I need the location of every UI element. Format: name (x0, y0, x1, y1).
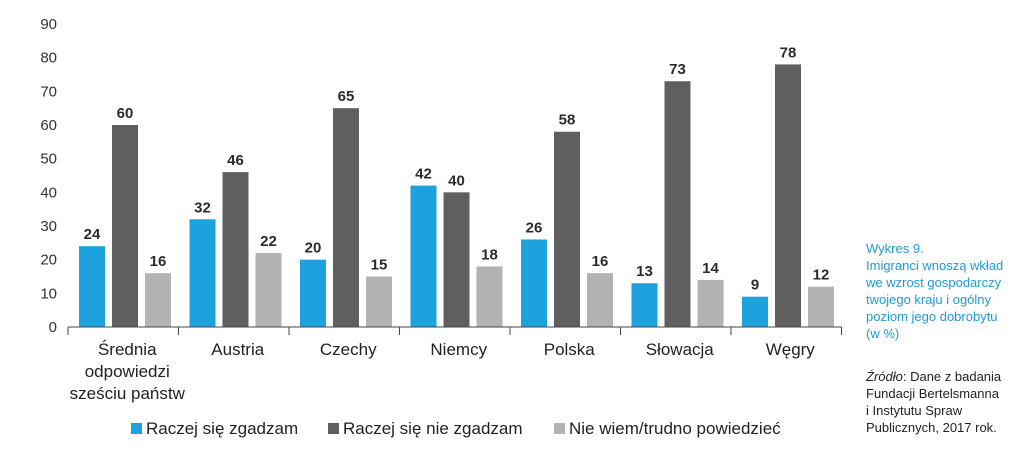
legend-swatch (328, 423, 339, 434)
data-label: 12 (813, 267, 830, 284)
legend-label: Raczej się nie zgadzam (343, 419, 523, 438)
bar (443, 192, 470, 327)
y-tick-label: 40 (40, 184, 57, 201)
source-line: : Dane z badania (902, 369, 1002, 384)
data-label: 15 (371, 257, 388, 274)
x-category-label: Czechy (320, 340, 377, 359)
y-tick-label: 60 (40, 117, 57, 134)
x-category-label: Niemcy (430, 340, 487, 359)
caption-line: (w %) (866, 326, 900, 341)
bar (300, 259, 326, 327)
bar (255, 252, 282, 327)
data-label: 14 (702, 260, 719, 277)
figure-caption: Wykres 9. Imigranci wnoszą wkład we wzro… (866, 240, 1026, 342)
data-label: 24 (84, 226, 101, 243)
data-label: 16 (150, 253, 167, 270)
bar-chart: 0 10 20 30 40 50 60 70 80 90 24 32 20 42 26 13 9 60 46 65 40… (40, 16, 842, 438)
data-label: 32 (194, 199, 211, 216)
y-tick-label: 30 (40, 218, 57, 235)
y-tick-label: 80 (40, 50, 57, 67)
caption-line: twojego kraju i ogólny (866, 292, 992, 307)
bar (112, 125, 138, 327)
caption-line: poziom jego dobrobytu (866, 309, 998, 324)
data-label: 42 (415, 166, 432, 183)
bar (189, 219, 216, 327)
bar (79, 246, 105, 327)
x-category-label: odpowiedzi (85, 362, 170, 381)
data-label: 13 (636, 263, 653, 280)
data-label: 60 (117, 105, 134, 122)
x-category-label: sześciu państw (70, 384, 186, 403)
y-tick-label: 90 (40, 16, 57, 33)
bar (697, 279, 724, 327)
y-tick-label: 10 (40, 285, 57, 302)
source-line: i Instytutu Spraw (866, 403, 963, 418)
x-category-label: Średnia (98, 340, 157, 359)
data-label: 22 (260, 233, 277, 250)
bar (631, 283, 658, 327)
data-label: 78 (780, 44, 797, 61)
x-category-label: Polska (544, 340, 596, 359)
bar (587, 273, 613, 327)
bar (808, 286, 834, 327)
y-tick-label: 50 (40, 151, 57, 168)
data-label: 65 (338, 88, 355, 105)
data-label: 18 (481, 246, 498, 263)
data-label: 40 (448, 172, 465, 189)
x-category-label: Austria (211, 340, 264, 359)
data-label: 26 (526, 219, 543, 236)
y-tick-label: 20 (40, 252, 57, 269)
caption-line: Wykres 9. (866, 241, 924, 256)
bar (222, 172, 249, 327)
x-category-label: Słowacja (646, 340, 715, 359)
source-line: Publicznych, 2017 rok. (866, 420, 997, 435)
bar (554, 131, 580, 327)
legend-label: Raczej się zgadzam (146, 419, 298, 438)
bar (742, 296, 768, 327)
y-tick-label: 0 (49, 319, 57, 336)
bar (664, 81, 691, 327)
data-label: 58 (559, 112, 576, 129)
legend-swatch (554, 423, 565, 434)
bar (775, 64, 801, 328)
caption-line: we wzrost gospodarczy (866, 275, 1002, 290)
bar (145, 273, 171, 327)
bar (333, 108, 359, 328)
source-note: Źródło: Dane z badania Fundacji Bertelsm… (866, 368, 1026, 436)
bar (410, 185, 437, 327)
y-tick-label: 70 (40, 83, 57, 100)
bar (521, 239, 547, 327)
x-category-label: Węgry (766, 340, 816, 359)
data-label: 20 (305, 240, 322, 257)
source-label: Źródło (866, 369, 903, 384)
bar (476, 266, 503, 327)
legend-label: Nie wiem/trudno powiedzieć (569, 419, 781, 438)
legend-swatch (131, 423, 142, 434)
data-label: 46 (227, 152, 244, 169)
bar (366, 276, 392, 327)
data-label: 9 (751, 277, 759, 294)
data-label: 73 (669, 61, 686, 78)
data-label: 16 (592, 253, 609, 270)
source-line: Fundacji Bertelsmanna (866, 386, 999, 401)
caption-line: Imigranci wnoszą wkład (866, 258, 1004, 273)
